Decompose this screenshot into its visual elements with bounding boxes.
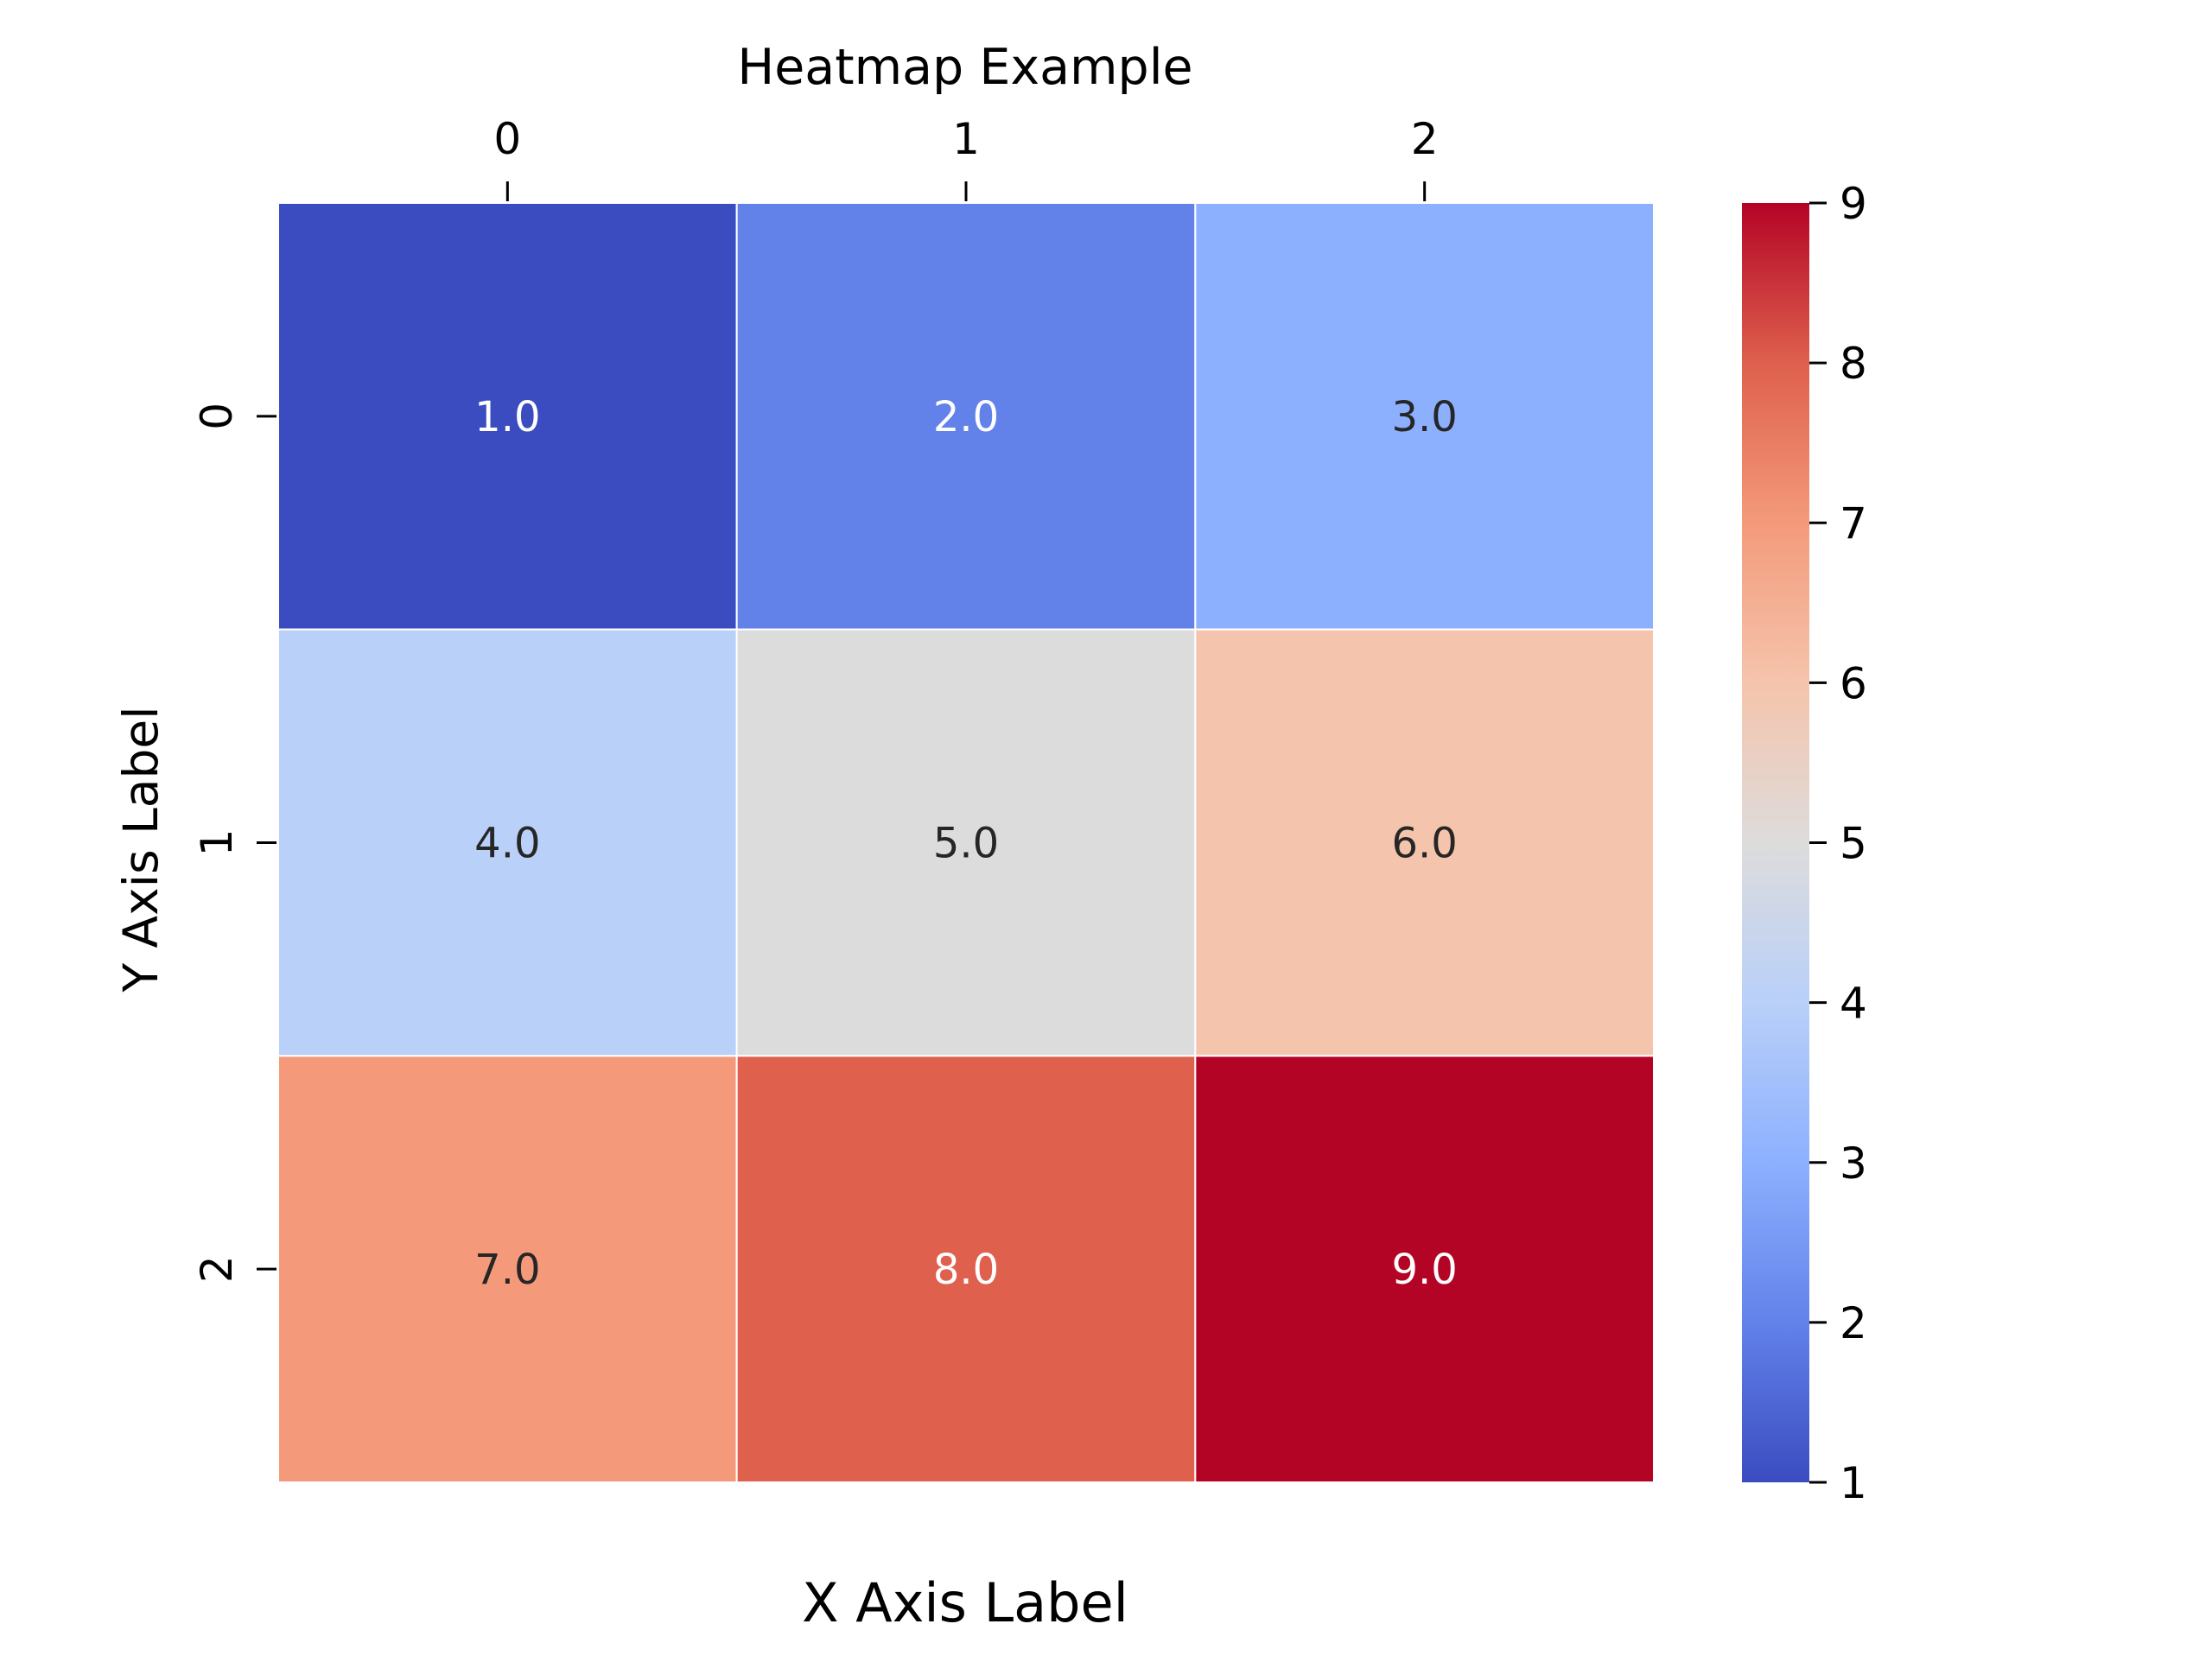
heatmap-cell	[735, 1055, 1197, 1484]
heatmap-cell-labels: 1.0 2.0 3.0 4.0 5.0 6.0 7.0 8.0 9.0	[474, 393, 1458, 1294]
colorbar-tick-label: 5	[1840, 819, 1867, 869]
x-axis-ticks: 0 1 2	[493, 114, 1439, 201]
heatmap-cell	[1194, 202, 1656, 631]
heatmap-cell-label: 6.0	[1391, 820, 1457, 868]
colorbar-tick-label: 7	[1840, 498, 1867, 549]
colorbar-ticks: 1 2 3 4 5 6 7 8 9	[1809, 179, 1867, 1508]
heatmap-cell	[1194, 1055, 1656, 1484]
heatmap-cell	[1194, 628, 1656, 1057]
x-tick-label: 0	[493, 114, 521, 164]
heatmap-cell	[277, 202, 738, 631]
colorbar-tick-label: 8	[1840, 339, 1867, 389]
heatmap-cell-label: 8.0	[933, 1246, 999, 1294]
colorbar: 1 2 3 4 5 6 7 8 9	[1742, 179, 1867, 1508]
heatmap-cell-label: 7.0	[474, 1246, 540, 1294]
x-tick-label: 2	[1411, 114, 1439, 164]
colorbar-tick-label: 6	[1840, 658, 1867, 708]
colorbar-tick-label: 2	[1840, 1298, 1867, 1348]
colorbar-tick-label: 3	[1840, 1139, 1867, 1189]
y-tick-label: 2	[192, 1255, 242, 1283]
heatmap-cell-label: 1.0	[474, 393, 540, 441]
heatmap-cell-label: 3.0	[1391, 393, 1457, 441]
chart-title: Heatmap Example	[737, 39, 1192, 96]
y-tick-label: 1	[192, 829, 242, 857]
y-axis-ticks: 0 1 2	[192, 403, 276, 1283]
colorbar-gradient	[1742, 203, 1809, 1482]
heatmap-cells	[277, 202, 1656, 1484]
heatmap-cell-label: 5.0	[933, 820, 999, 868]
heatmap-cell-label: 9.0	[1391, 1246, 1457, 1294]
y-axis-label: Y Axis Label	[113, 706, 168, 993]
colorbar-tick-label: 1	[1840, 1458, 1867, 1508]
heatmap-cell	[277, 628, 738, 1057]
heatmap-cell	[735, 628, 1197, 1057]
heatmap-cell-label: 2.0	[933, 393, 999, 441]
x-axis-label: X Axis Label	[802, 1571, 1128, 1634]
x-tick-label: 1	[952, 114, 980, 164]
y-tick-label: 0	[192, 403, 242, 430]
heatmap-cell-label: 4.0	[474, 820, 540, 868]
heatmap-cell	[277, 1055, 738, 1484]
colorbar-tick-label: 9	[1840, 179, 1867, 229]
colorbar-tick-label: 4	[1840, 979, 1867, 1029]
